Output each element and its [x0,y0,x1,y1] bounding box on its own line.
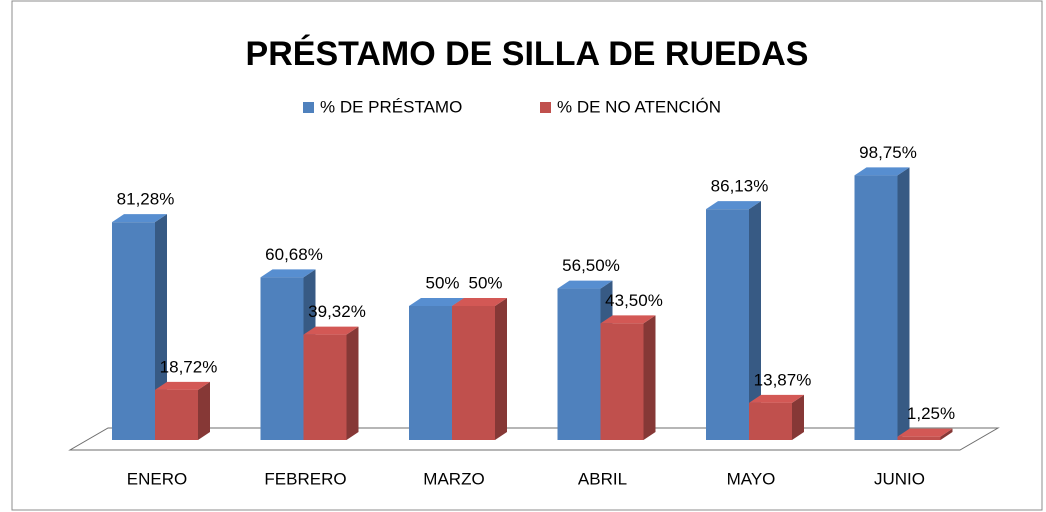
bar-top [706,201,761,210]
bar [749,402,792,440]
bar-top [557,280,613,289]
bar-side [940,428,953,440]
x-tick-label: MARZO [423,469,484,488]
bar-side [792,394,804,440]
x-tick-label: FEBRERO [264,469,346,488]
bar-top [260,269,316,278]
legend-swatch [303,102,314,113]
data-label: 39,32% [308,302,366,321]
data-label: 60,68% [265,245,323,264]
bar [452,306,495,440]
bar [112,222,155,440]
bar-top [897,428,953,437]
bar-top [409,298,464,306]
bar-top [854,167,910,176]
bar-side [495,298,507,440]
x-tick-label: ABRIL [578,469,627,488]
data-label: 81,28% [117,190,175,209]
bar [600,323,644,440]
data-label: 13,87% [754,370,812,389]
x-tick-label: JUNIO [874,469,925,488]
bar [897,436,941,440]
bar [260,277,304,440]
data-label: 50% [425,273,459,292]
x-tick-label: MAYO [727,469,776,488]
bar [155,389,198,440]
bar [854,175,898,440]
bar [557,288,601,440]
bar-top [112,214,167,223]
bar-top [303,326,359,335]
bar-side [198,381,210,440]
x-tick-label: ENERO [127,469,187,488]
bar-top [749,394,804,403]
bar [409,306,452,440]
data-label: 1,25% [907,404,955,423]
legend-swatch [540,102,551,113]
data-label: 98,75% [859,143,917,162]
bar-side [346,326,359,440]
legend-label: % DE PRÉSTAMO [320,97,462,116]
bar [706,209,749,440]
data-label: 43,50% [605,291,663,310]
bar-top [600,315,656,324]
bar-side [155,214,167,440]
legend-label: % DE NO ATENCIÓN [557,97,721,116]
data-label: 86,13% [711,177,769,196]
data-label: 56,50% [562,256,620,275]
bar-top [452,298,507,306]
chart-title: PRÉSTAMO DE SILLA DE RUEDAS [246,35,809,73]
bar [303,334,347,440]
bar-side [749,201,761,440]
data-label: 18,72% [160,357,218,376]
bar-side [897,167,910,440]
data-label: 50% [468,273,502,292]
bar-top [155,381,210,390]
bar-side [643,315,656,440]
